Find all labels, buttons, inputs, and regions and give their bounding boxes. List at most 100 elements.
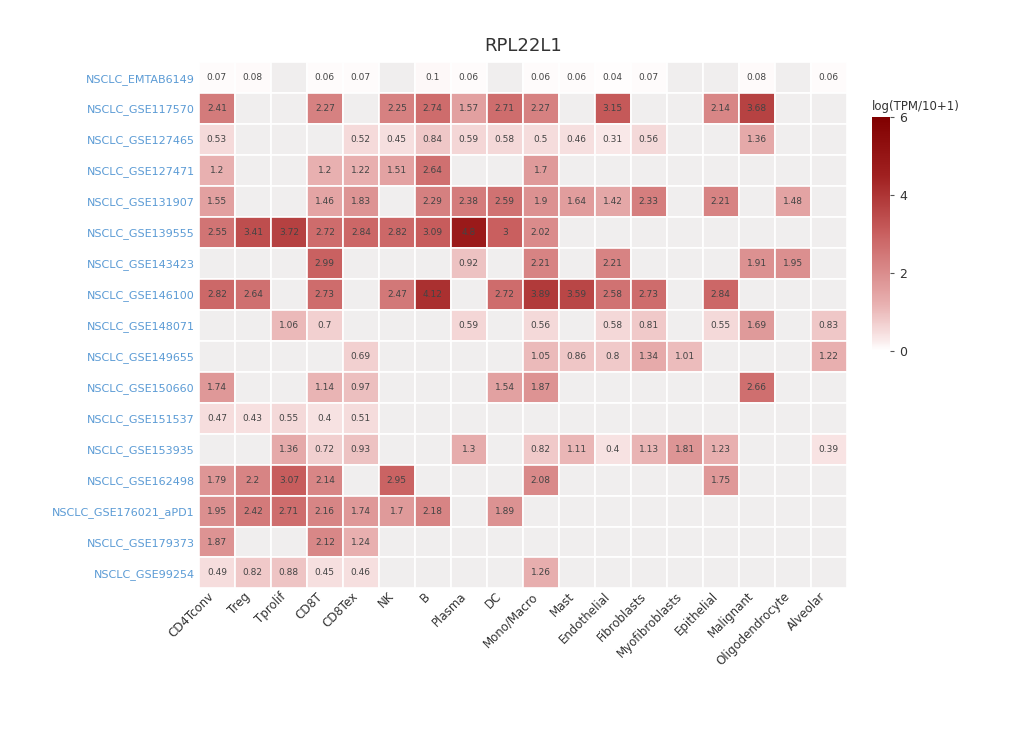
Text: 2.25: 2.25 [386, 104, 407, 113]
Bar [342, 341, 378, 372]
Text: 0.47: 0.47 [207, 414, 226, 423]
Bar [702, 62, 738, 93]
Text: 0.1: 0.1 [425, 73, 439, 82]
Bar [630, 248, 666, 279]
Bar [738, 372, 773, 403]
Bar [666, 155, 702, 186]
Bar [773, 496, 810, 526]
Bar [450, 248, 486, 279]
Text: 3.68: 3.68 [746, 104, 766, 113]
Text: 1.87: 1.87 [207, 537, 227, 547]
Text: 1.69: 1.69 [746, 321, 766, 330]
Bar [415, 155, 450, 186]
Text: 1.36: 1.36 [278, 444, 299, 454]
Text: 0.82: 0.82 [243, 569, 263, 577]
Bar [630, 496, 666, 526]
Bar [234, 186, 271, 217]
Bar [810, 248, 846, 279]
Bar [271, 186, 307, 217]
Bar [199, 279, 234, 310]
Bar [342, 155, 378, 186]
Bar [558, 465, 594, 496]
Text: 1.87: 1.87 [530, 383, 550, 392]
Bar [594, 124, 630, 155]
Bar [486, 465, 523, 496]
Text: 0.07: 0.07 [351, 73, 371, 82]
Bar [450, 558, 486, 588]
Bar [415, 279, 450, 310]
Bar [558, 93, 594, 124]
Text: 0.72: 0.72 [315, 444, 334, 454]
Text: 0.58: 0.58 [494, 135, 515, 144]
Bar [307, 310, 342, 341]
Text: 0.4: 0.4 [317, 414, 331, 423]
Bar [702, 465, 738, 496]
Text: 0.56: 0.56 [530, 321, 550, 330]
Text: 0.81: 0.81 [638, 321, 658, 330]
Bar [702, 155, 738, 186]
Bar [199, 93, 234, 124]
Bar [271, 465, 307, 496]
Bar [594, 433, 630, 465]
Bar [342, 433, 378, 465]
Bar [523, 62, 558, 93]
Bar [307, 124, 342, 155]
Text: 2.14: 2.14 [710, 104, 730, 113]
Text: 1.13: 1.13 [638, 444, 658, 454]
Bar [271, 558, 307, 588]
Bar [773, 155, 810, 186]
Bar [558, 186, 594, 217]
Text: 1.34: 1.34 [638, 352, 658, 361]
Bar [415, 124, 450, 155]
Text: 1.06: 1.06 [278, 321, 299, 330]
Bar [810, 558, 846, 588]
Bar [702, 124, 738, 155]
Text: 2.33: 2.33 [638, 197, 658, 206]
Bar [810, 496, 846, 526]
Bar [523, 341, 558, 372]
Bar [666, 93, 702, 124]
Bar [523, 248, 558, 279]
Bar [773, 217, 810, 248]
Bar [773, 248, 810, 279]
Bar [307, 372, 342, 403]
Bar [450, 155, 486, 186]
Text: 1.2: 1.2 [317, 166, 331, 175]
Text: 1.7: 1.7 [533, 166, 547, 175]
Bar [378, 496, 415, 526]
Bar [342, 279, 378, 310]
Bar [558, 217, 594, 248]
Text: 2.47: 2.47 [386, 289, 407, 299]
Text: 0.56: 0.56 [638, 135, 658, 144]
Bar [234, 93, 271, 124]
Bar [702, 186, 738, 217]
Bar [702, 403, 738, 433]
Bar [199, 433, 234, 465]
Text: 2.64: 2.64 [423, 166, 442, 175]
Bar [738, 279, 773, 310]
Bar [271, 93, 307, 124]
Text: 2.64: 2.64 [243, 289, 263, 299]
Bar [666, 186, 702, 217]
Bar [558, 310, 594, 341]
Text: 2.84: 2.84 [351, 228, 370, 237]
Bar [523, 279, 558, 310]
Bar [523, 124, 558, 155]
Bar [234, 433, 271, 465]
Bar [810, 93, 846, 124]
Text: log(TPM/10+1): log(TPM/10+1) [871, 100, 959, 113]
Bar [594, 93, 630, 124]
Bar [738, 310, 773, 341]
Bar [450, 124, 486, 155]
Bar [630, 372, 666, 403]
Bar [594, 186, 630, 217]
Bar [234, 372, 271, 403]
Bar [630, 558, 666, 588]
Bar [450, 93, 486, 124]
Text: 0.06: 0.06 [530, 73, 550, 82]
Text: 2.27: 2.27 [530, 104, 550, 113]
Text: 0.83: 0.83 [817, 321, 838, 330]
Bar [415, 403, 450, 433]
Text: 0.92: 0.92 [459, 259, 478, 268]
Bar [307, 526, 342, 558]
